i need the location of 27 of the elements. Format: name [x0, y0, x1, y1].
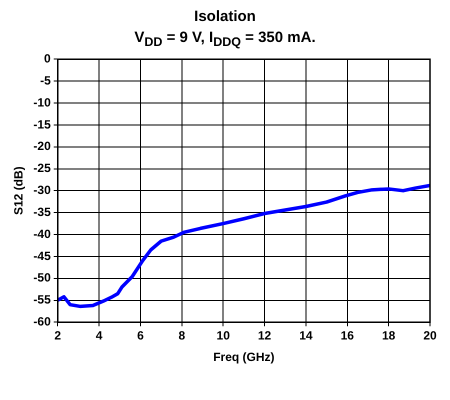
x-tick-label: 20	[423, 328, 437, 343]
x-tick-label: 8	[178, 328, 186, 343]
x-tick-label: 10	[216, 328, 230, 343]
y-tick-label: -60	[33, 314, 52, 329]
y-tick-label: -50	[33, 270, 52, 285]
x-tick-label: 12	[258, 328, 272, 343]
x-tick-label: 18	[382, 328, 396, 343]
y-tick-label: -25	[33, 161, 52, 176]
x-axis-title: Freq (GHz)	[213, 350, 275, 364]
y-tick-label: -55	[33, 292, 52, 307]
y-axis-title: S12 (dB)	[12, 166, 26, 216]
x-tick-label: 2	[54, 328, 62, 343]
y-tick-label: -40	[33, 226, 52, 241]
y-tick-label: -20	[33, 139, 52, 154]
y-tick-label: 0	[44, 52, 52, 66]
x-tick-label: 14	[299, 328, 313, 343]
chart-title: Isolation	[193, 8, 257, 25]
y-tick-label: -5	[40, 73, 52, 88]
y-tick-label: -35	[33, 204, 52, 219]
y-tick-label: -15	[33, 117, 52, 132]
y-tick-label: -45	[33, 248, 52, 263]
y-tick-label: -10	[33, 95, 52, 110]
x-tick-label: 6	[137, 328, 144, 343]
y-tick-label: -30	[33, 183, 52, 198]
x-tick-label: 16	[340, 328, 354, 343]
chart-subtitle: V$_{DD}$ = 9 V, I$_{DDQ}$ = 350 mA.	[133, 29, 317, 49]
x-tick-label: 4	[96, 328, 103, 343]
